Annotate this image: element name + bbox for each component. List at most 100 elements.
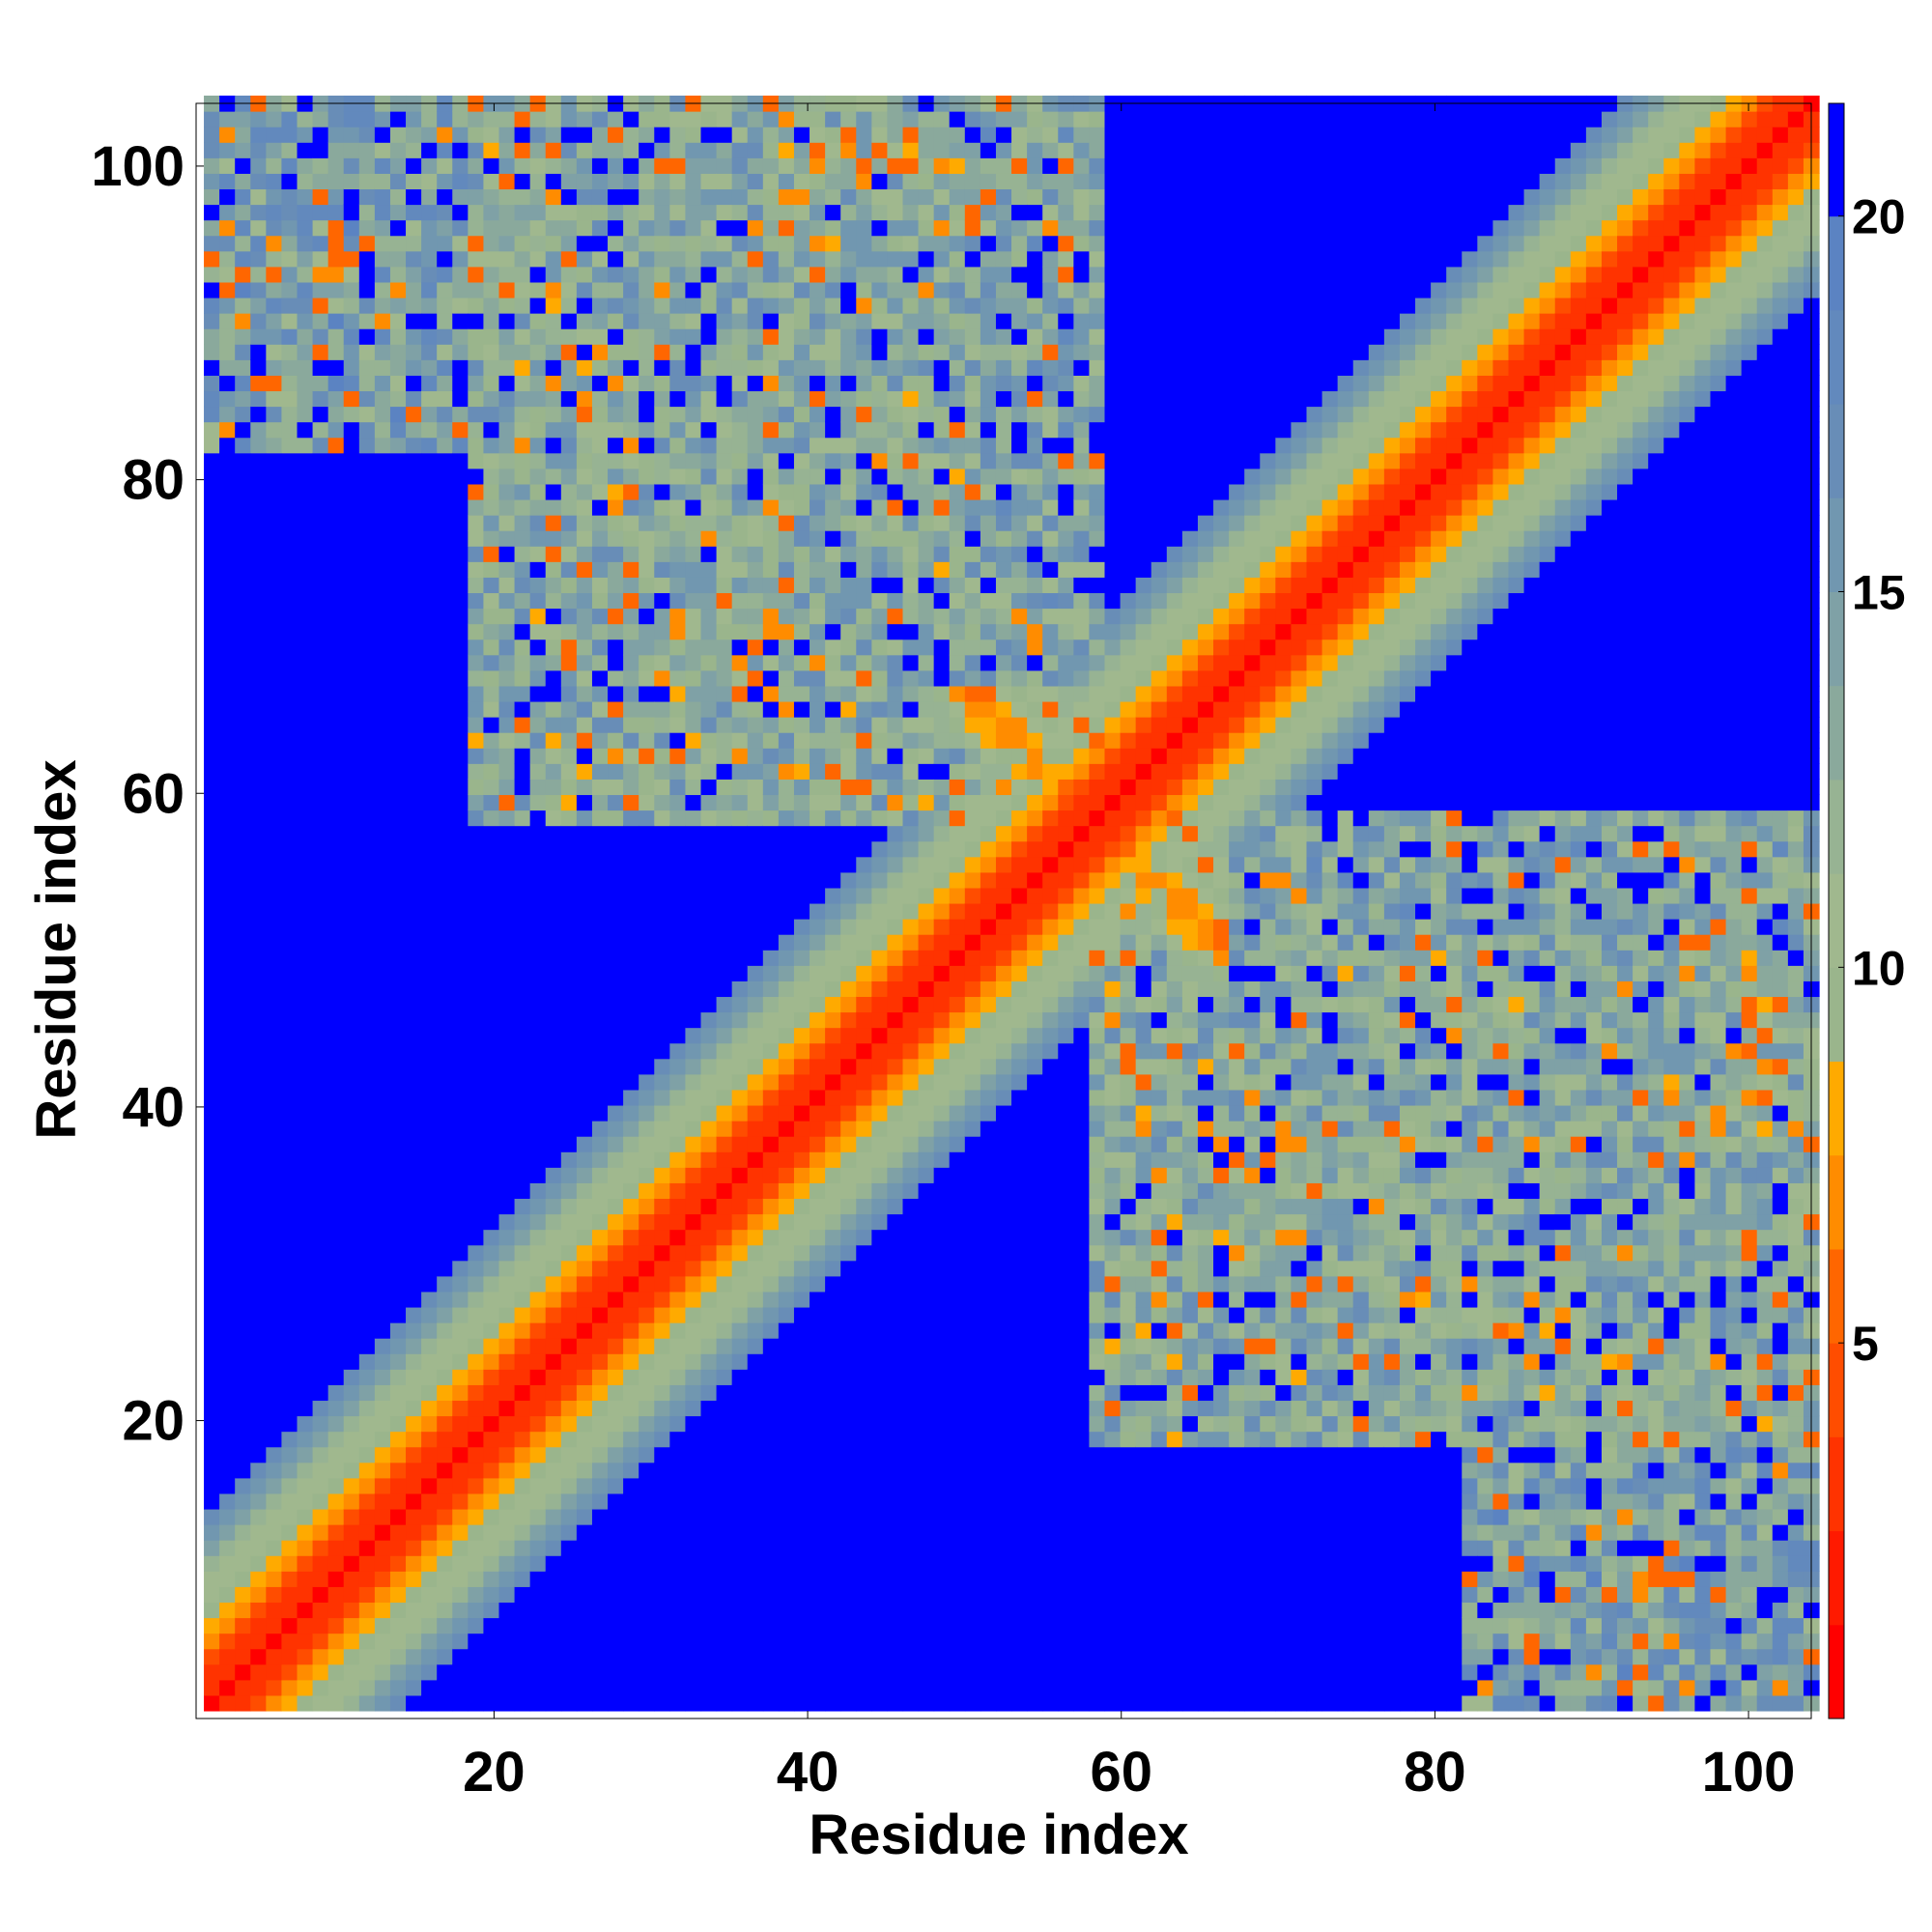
heatmap-cell [591, 1198, 609, 1215]
heatmap-cell [762, 1446, 780, 1463]
heatmap-cell [623, 1182, 639, 1200]
heatmap-cell [452, 1275, 469, 1293]
heatmap-cell [529, 1602, 547, 1619]
heatmap-cell [297, 1586, 314, 1604]
heatmap-cell [639, 437, 655, 454]
heatmap-cell [918, 1167, 935, 1183]
heatmap-cell [639, 530, 655, 547]
heatmap-cell [452, 561, 469, 578]
heatmap-cell [483, 732, 500, 749]
heatmap-cell [204, 887, 220, 904]
heatmap-cell [468, 669, 485, 687]
heatmap-cell [250, 608, 267, 625]
heatmap-cell [327, 127, 345, 143]
heatmap-cell [452, 732, 469, 749]
heatmap-cell [762, 1011, 780, 1029]
heatmap-cell [235, 934, 251, 951]
heatmap-cell [514, 1586, 531, 1604]
heatmap-cell [685, 375, 702, 392]
heatmap-cell [560, 157, 578, 174]
heatmap-cell [747, 1415, 764, 1433]
heatmap-cell [576, 1198, 593, 1215]
heatmap-cell [654, 173, 670, 190]
heatmap-cell [327, 498, 345, 516]
heatmap-cell [235, 887, 251, 904]
heatmap-cell [623, 1508, 639, 1525]
heatmap-cell [389, 685, 407, 702]
heatmap-cell [343, 592, 360, 610]
heatmap-cell [840, 1633, 857, 1650]
heatmap-cell [778, 1602, 795, 1619]
heatmap-cell [514, 1167, 531, 1183]
heatmap-cell [591, 468, 609, 485]
heatmap-cell [669, 669, 687, 687]
heatmap-cell [468, 1167, 485, 1183]
heatmap-cell [623, 623, 639, 640]
heatmap-cell [421, 1073, 438, 1091]
heatmap-cell [374, 1462, 391, 1479]
heatmap-cell [545, 1167, 562, 1183]
heatmap-cell [793, 390, 810, 408]
heatmap-cell [343, 840, 360, 858]
heatmap-cell [483, 515, 500, 531]
heatmap-cell [700, 1058, 718, 1075]
heatmap-cell [639, 1073, 655, 1091]
heatmap-cell [778, 919, 795, 935]
heatmap-cell [918, 1524, 935, 1541]
heatmap-cell [918, 685, 935, 702]
heatmap-cell [312, 281, 329, 298]
heatmap-cell [918, 1446, 935, 1463]
heatmap-cell [343, 297, 360, 314]
heatmap-cell [483, 810, 500, 827]
heatmap-cell [933, 1011, 951, 1029]
heatmap-cell [483, 1648, 500, 1665]
heatmap-cell [591, 1540, 609, 1556]
heatmap-cell [608, 1617, 624, 1634]
heatmap-cell [374, 1275, 391, 1293]
heatmap-cell [468, 1151, 485, 1168]
heatmap-cell [529, 281, 547, 298]
heatmap-cell [591, 639, 609, 656]
heatmap-cell [483, 1477, 500, 1494]
heatmap-cell [514, 1540, 531, 1556]
heatmap-cell [762, 1369, 780, 1385]
heatmap-cell [887, 1182, 904, 1200]
heatmap-cell [281, 934, 298, 951]
heatmap-cell [933, 1679, 951, 1696]
heatmap-cell [918, 1571, 935, 1587]
heatmap-cell [840, 1104, 857, 1122]
heatmap-cell [389, 732, 407, 749]
heatmap-cell [312, 980, 329, 998]
heatmap-cell [560, 390, 578, 408]
heatmap-cell [498, 1275, 516, 1293]
heatmap-cell [840, 950, 857, 966]
heatmap-cell [374, 1431, 391, 1448]
heatmap-cell [591, 359, 609, 376]
heatmap-cell [669, 344, 687, 360]
heatmap-cell [266, 1167, 283, 1183]
heatmap-cell [235, 1446, 251, 1463]
heatmap-cell [639, 1213, 655, 1231]
heatmap-cell [250, 142, 267, 158]
heatmap-cell [623, 1338, 639, 1354]
heatmap-cell [731, 1182, 749, 1200]
heatmap-cell [887, 1104, 904, 1122]
heatmap-cell [871, 1415, 889, 1433]
heatmap-cell [483, 871, 500, 889]
heatmap-cell [639, 1663, 655, 1681]
heatmap-cell [529, 111, 547, 128]
heatmap-cell [452, 825, 469, 842]
heatmap-cell [576, 1477, 593, 1494]
heatmap-cell [871, 546, 889, 562]
heatmap-cell [793, 452, 810, 469]
heatmap-cell [887, 561, 904, 578]
heatmap-cell [918, 794, 935, 811]
heatmap-cell [358, 437, 376, 454]
heatmap-cell [468, 794, 485, 811]
heatmap-cell [250, 1322, 267, 1339]
heatmap-cell [902, 577, 920, 594]
heatmap-cell [793, 1555, 810, 1572]
heatmap-cell [716, 250, 733, 268]
heatmap-cell [731, 111, 749, 128]
heatmap-cell [887, 608, 904, 625]
